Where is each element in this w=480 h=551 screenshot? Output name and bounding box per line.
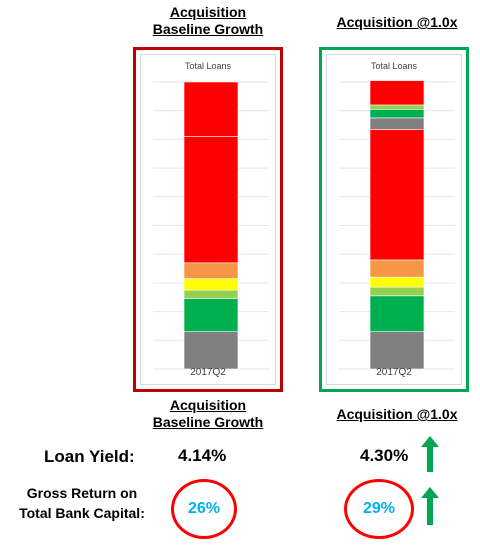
right-bottom-header: Acquisition @1.0x bbox=[336, 406, 458, 422]
bar-segment-2 bbox=[183, 298, 239, 332]
left-bottom-header: Acquisition Baseline Growth bbox=[138, 397, 278, 431]
bar-segment-9 bbox=[369, 104, 425, 110]
bar-segment-3 bbox=[369, 286, 425, 297]
bar-segment-4 bbox=[183, 278, 239, 291]
arrow-up-icon bbox=[421, 436, 439, 472]
right-top-header: Acquisition @1.0x bbox=[336, 14, 458, 30]
right-chart-plot bbox=[339, 80, 455, 370]
bar-segment-2 bbox=[369, 295, 425, 332]
gross-return-label-line2: Total Bank Capital: bbox=[19, 505, 145, 521]
left-chart-panel: Total Loans 2017Q2 bbox=[133, 47, 283, 392]
bar-segment-1 bbox=[183, 331, 239, 370]
bar-segment-3 bbox=[183, 289, 239, 299]
loan-yield-right-value: 4.30% bbox=[360, 446, 409, 465]
gross-return-right-circle: 29% bbox=[344, 479, 414, 539]
left-top-header-line2: Baseline Growth bbox=[152, 21, 264, 37]
gross-return-right-value: 29% bbox=[362, 500, 396, 517]
bar-segment-5 bbox=[183, 262, 239, 279]
left-top-header-line1: Acquisition bbox=[169, 4, 247, 20]
bar-segment-10 bbox=[369, 80, 425, 106]
arrow-up-icon bbox=[421, 487, 439, 525]
gross-return-label-line1: Gross Return on bbox=[26, 485, 138, 501]
bar-segment-7 bbox=[369, 117, 425, 130]
loan-yield-left-value: 4.14% bbox=[178, 446, 227, 465]
right-chart-panel: Total Loans 2017Q2 bbox=[319, 47, 469, 392]
left-top-header: Acquisition Baseline Growth bbox=[138, 4, 278, 38]
gross-return-left-circle: 26% bbox=[171, 479, 237, 539]
bar-segment-6 bbox=[369, 129, 425, 261]
bar-segment-8 bbox=[369, 108, 425, 119]
bar-segment-4 bbox=[369, 276, 425, 288]
gross-return-label: Gross Return on Total Bank Capital: bbox=[2, 483, 162, 523]
bar-segment-1 bbox=[369, 331, 425, 370]
right-chart-area: Total Loans 2017Q2 bbox=[326, 54, 462, 385]
gross-return-left-value: 26% bbox=[187, 500, 221, 517]
bar-segment-6 bbox=[183, 136, 239, 264]
left-chart-plot bbox=[153, 81, 269, 370]
bar-segment-7 bbox=[183, 81, 239, 137]
left-chart-area: Total Loans 2017Q2 bbox=[140, 54, 276, 385]
left-chart-category: 2017Q2 bbox=[190, 367, 226, 378]
left-bottom-header-line1: Acquisition bbox=[169, 397, 247, 413]
left-bottom-header-line2: Baseline Growth bbox=[152, 414, 264, 430]
bar-segment-5 bbox=[369, 259, 425, 278]
left-chart-title: Total Loans bbox=[184, 61, 232, 71]
right-chart-category: 2017Q2 bbox=[376, 367, 412, 378]
loan-yield-label: Loan Yield: bbox=[44, 447, 135, 466]
right-chart-title: Total Loans bbox=[370, 61, 418, 71]
